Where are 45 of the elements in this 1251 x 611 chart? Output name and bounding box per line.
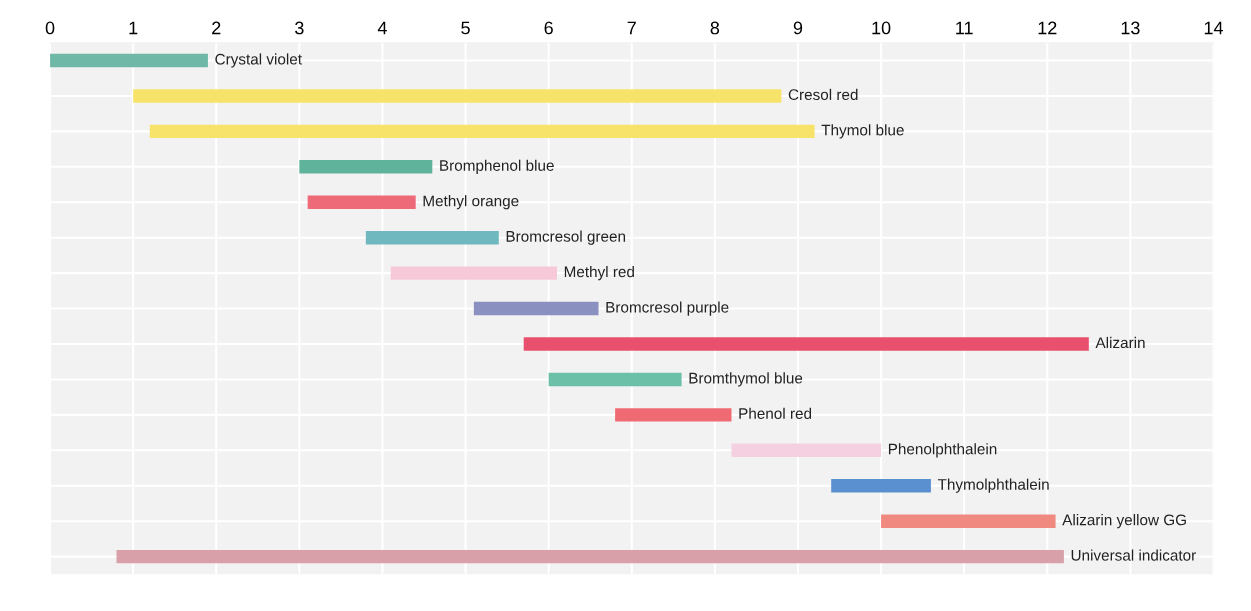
bar [523, 337, 1089, 351]
x-tick-label: 13 [1121, 21, 1140, 35]
y-tick-label: Methyl orange [423, 195, 519, 210]
bar [365, 230, 499, 245]
y-tick-label: Phenol red [739, 407, 812, 419]
x-tick-label: 3 [295, 21, 304, 35]
x-tick-label: 12 [1038, 21, 1057, 35]
x-tick-label: 5 [461, 21, 470, 35]
y-tick-label: Crystal violet [215, 53, 302, 68]
x-tick-label: 7 [627, 21, 636, 35]
y-tick-label: Cresol red [788, 88, 858, 101]
bar [881, 514, 1056, 528]
bar [299, 160, 433, 174]
bar [473, 301, 599, 316]
x-tick-label: 14 [1204, 21, 1223, 35]
bar [831, 479, 931, 493]
y-tick-label: Phenolphthalein [888, 443, 997, 458]
x-tick-label: 8 [710, 21, 720, 35]
x-tick-label: 0 [45, 21, 55, 35]
bar [615, 408, 732, 422]
y-tick-label: Alizarin [1095, 336, 1145, 349]
y-tick-label: Alizarin yellow GG [1062, 514, 1186, 529]
y-tick-label: Bromphenol blue [440, 159, 554, 174]
bar [390, 266, 557, 280]
x-tick-label: 6 [544, 21, 553, 35]
y-tick-label: Universal indicator [1071, 549, 1196, 561]
y-tick-label: Bromthymol blue [689, 372, 803, 387]
bar [116, 549, 1064, 564]
y-tick-label: Methyl red [564, 266, 634, 281]
x-tick-label: 11 [956, 21, 973, 35]
y-tick-label: Bromcresol green [506, 230, 626, 245]
bar [731, 443, 882, 458]
x-tick-label: 1 [129, 21, 138, 35]
y-tick-label: Thymolphthalein [937, 478, 1049, 493]
bar [307, 195, 416, 209]
x-tick-label: 10 [872, 21, 891, 35]
x-tick-label: 4 [377, 21, 387, 35]
y-tick-label: Thymol blue [821, 124, 904, 139]
x-tick-label: 9 [793, 21, 803, 35]
bar [149, 124, 815, 139]
bar [548, 372, 682, 387]
bar [50, 53, 208, 68]
y-tick-label: Bromcresol purple [606, 301, 729, 316]
bar [133, 89, 782, 103]
x-tick-label: 2 [212, 21, 221, 35]
